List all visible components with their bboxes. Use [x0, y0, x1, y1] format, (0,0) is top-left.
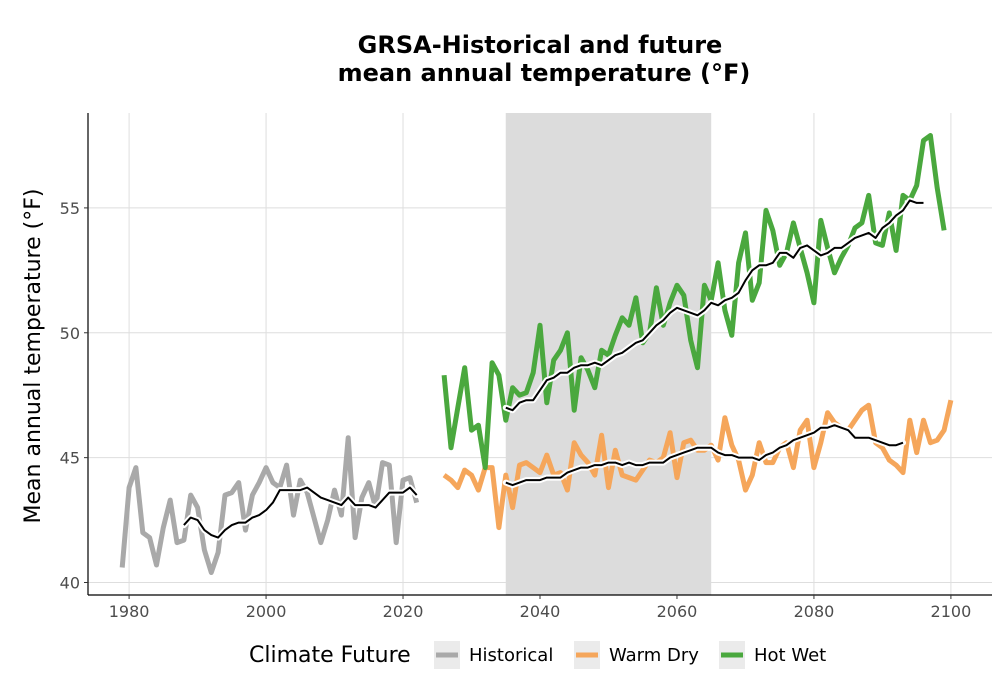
- x-tick-label: 2000: [246, 602, 287, 621]
- series-lines: [119, 133, 954, 575]
- x-tick-label: 2040: [520, 602, 561, 621]
- historical-line: [119, 435, 420, 575]
- warm-dry-moving-average-line: [505, 424, 904, 487]
- hot-wet-line: [441, 133, 947, 471]
- x-tick-label: 2060: [657, 602, 698, 621]
- tick-labels: 1980 2000 2020 2040 2060 2080 2100 40 45 50 55: [60, 199, 972, 621]
- y-axis-label: Mean annual temperature (°F): [21, 189, 46, 524]
- x-tick-label: 2080: [794, 602, 835, 621]
- x-tick-label: 2100: [931, 602, 972, 621]
- legend-title: Climate Future: [249, 643, 411, 668]
- y-tick-label: 40: [60, 574, 80, 593]
- chart-title-line1: GRSA-Historical and future: [358, 31, 723, 59]
- hot-wet-moving-average-line: [505, 199, 924, 412]
- y-tick-label: 45: [60, 449, 80, 468]
- chart-title-line2: mean annual temperature (°F): [338, 59, 751, 87]
- x-tick-label: 1980: [109, 602, 150, 621]
- x-tick-label: 2020: [383, 602, 424, 621]
- legend: Climate Future Historical Warm Dry Hot Wet: [249, 641, 826, 669]
- legend-label-historical: Historical: [469, 645, 553, 666]
- legend-label-warm-dry: Warm Dry: [609, 645, 699, 666]
- legend-label-hot-wet: Hot Wet: [754, 645, 826, 666]
- historical-moving-average-line: [183, 486, 418, 539]
- y-tick-label: 55: [60, 199, 80, 218]
- y-tick-label: 50: [60, 324, 80, 343]
